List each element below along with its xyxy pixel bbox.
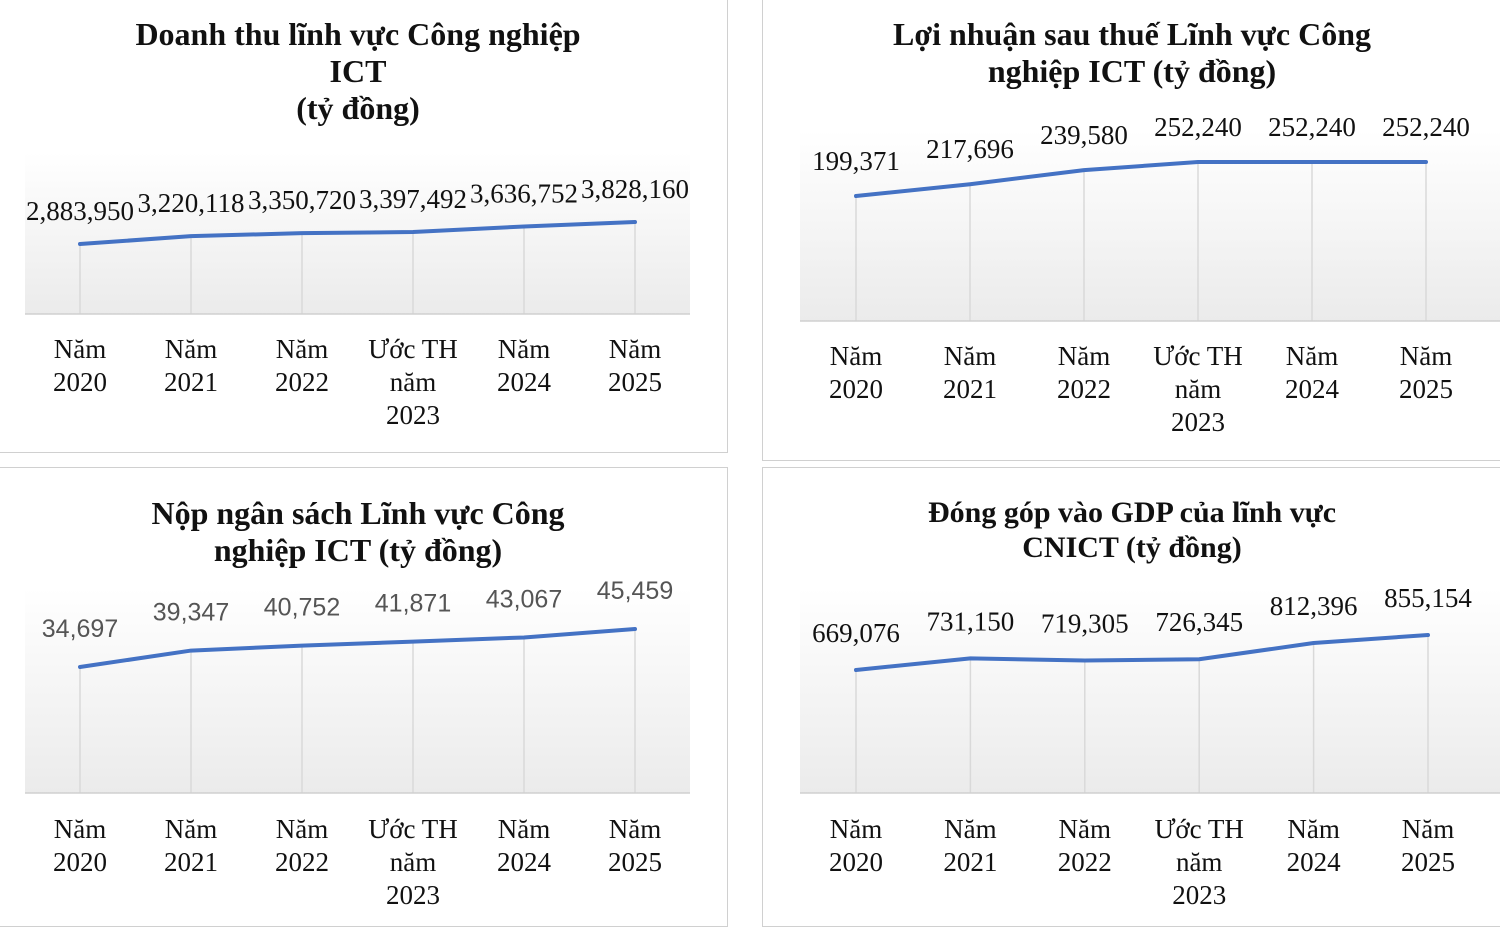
x-tick-label: Năm 2024 — [497, 334, 552, 397]
x-tick-label: Ước TH năm 2023 — [1154, 814, 1243, 910]
data-label: 731,150 — [927, 606, 1015, 636]
data-label: 239,580 — [1040, 120, 1128, 150]
chart-plot: 199,371 217,696 239,580 252,240 252,240 252,2… — [800, 112, 1500, 437]
x-tick-label: Năm 2021 — [943, 341, 997, 404]
x-tick-label: Năm 2020 — [829, 814, 883, 877]
x-tick-label: Năm 2025 — [1401, 814, 1455, 877]
chart-panel-gdp: Đóng góp vào GDP của lĩnh vực CNICT (tỷ … — [762, 467, 1500, 927]
plot-area-background — [800, 588, 1500, 793]
data-label: 252,240 — [1382, 112, 1470, 142]
chart-title: Nộp ngân sách Lĩnh vực Công nghiệp ICT (… — [151, 495, 565, 568]
x-tick-label: Năm 2025 — [608, 814, 662, 877]
chart-plot: 34,697 39,347 40,752 41,871 43,067 45,459 Năm 2… — [25, 577, 690, 910]
chart-title: Lợi nhuận sau thuế Lĩnh vực Công nghiệp … — [893, 16, 1371, 89]
x-tick-label: Năm 2022 — [275, 334, 329, 397]
x-tick-label: Năm 2020 — [829, 341, 883, 404]
data-label: 812,396 — [1270, 591, 1358, 621]
chart-title: Doanh thu lĩnh vực Công nghiệp ICT (tỷ đ… — [135, 16, 581, 126]
x-tick-label: Năm 2022 — [275, 814, 329, 877]
data-label: 2,883,950 — [26, 196, 134, 226]
x-tick-label: Năm 2024 — [497, 814, 552, 877]
x-tick-label: Năm 2025 — [1399, 341, 1453, 404]
data-label: 252,240 — [1268, 112, 1356, 142]
data-label: 199,371 — [812, 146, 900, 176]
chart-panel-profit: Lợi nhuận sau thuế Lĩnh vực Công nghiệp … — [762, 0, 1500, 461]
data-label: 40,752 — [264, 594, 340, 622]
data-label: 3,828,160 — [581, 174, 689, 204]
data-label: 252,240 — [1154, 112, 1242, 142]
x-tick-label: Năm 2022 — [1057, 341, 1111, 404]
x-tick-label: Năm 2021 — [943, 814, 997, 877]
series-line — [78, 220, 637, 246]
data-label: 43,067 — [486, 585, 562, 613]
x-tick-label: Năm 2024 — [1287, 814, 1342, 877]
x-tick-label: Ước TH năm 2023 — [368, 334, 457, 430]
x-tick-label: Năm 2020 — [53, 814, 107, 877]
data-label: 3,397,492 — [359, 184, 467, 214]
plot-area-background — [25, 588, 690, 793]
x-tick-label: Năm 2024 — [1285, 341, 1340, 404]
data-label: 669,076 — [812, 618, 900, 648]
series-line — [854, 633, 1430, 672]
series-line — [854, 160, 1428, 198]
data-label: 3,220,118 — [138, 188, 245, 218]
data-label: 39,347 — [153, 599, 229, 627]
x-tick-label: Năm 2022 — [1058, 814, 1112, 877]
plot-area-background — [800, 130, 1500, 321]
x-tick-label: Ước TH năm 2023 — [1153, 341, 1242, 437]
x-tick-label: Năm 2021 — [164, 334, 218, 397]
data-label: 3,350,720 — [248, 185, 356, 215]
chart-plot: 2,883,950 3,220,118 3,350,720 3,397,492 3,63… — [25, 152, 690, 430]
x-tick-label: Năm 2020 — [53, 334, 107, 397]
data-label: 855,154 — [1384, 583, 1472, 613]
data-label: 45,459 — [597, 577, 673, 605]
data-label: 3,636,752 — [470, 178, 578, 208]
data-label: 41,871 — [375, 590, 451, 618]
x-tick-label: Ước TH năm 2023 — [368, 814, 457, 910]
chart-title: Đóng góp vào GDP của lĩnh vực CNICT (tỷ … — [927, 496, 1337, 564]
chart-panel-budget: Nộp ngân sách Lĩnh vực Công nghiệp ICT (… — [0, 467, 728, 927]
chart-plot: 669,076 731,150 719,305 726,345 812,396 855,1… — [800, 583, 1500, 910]
chart-panel-revenue: Doanh thu lĩnh vực Công nghiệp ICT (tỷ đ… — [0, 0, 728, 453]
series-line — [78, 627, 637, 669]
data-label: 719,305 — [1041, 609, 1129, 639]
x-tick-label: Năm 2025 — [608, 334, 662, 397]
data-label: 34,697 — [42, 615, 118, 643]
data-label: 217,696 — [926, 134, 1014, 164]
data-label: 726,345 — [1155, 607, 1243, 637]
x-tick-label: Năm 2021 — [164, 814, 218, 877]
